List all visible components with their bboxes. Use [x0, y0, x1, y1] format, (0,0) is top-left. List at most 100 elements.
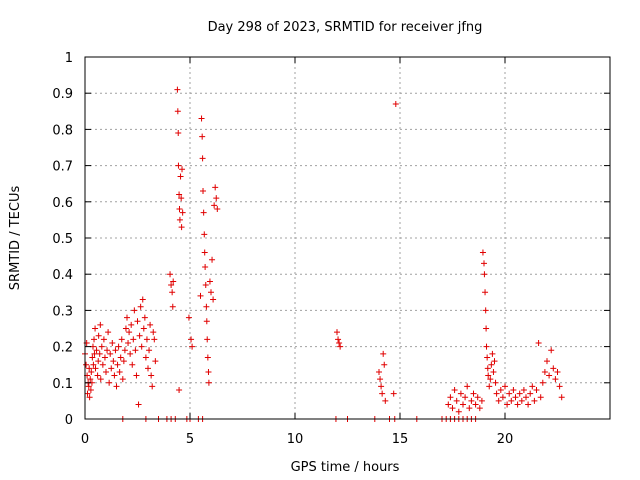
- data-point: [392, 101, 399, 108]
- data-point: [558, 394, 565, 401]
- data-point: [460, 401, 466, 408]
- data-point: [378, 383, 385, 390]
- x-tick-label: 20: [497, 432, 514, 447]
- data-point: [101, 354, 108, 361]
- data-point: [95, 332, 102, 339]
- data-point: [125, 339, 132, 346]
- data-point: [188, 336, 195, 343]
- y-tick-label: 0.9: [52, 87, 73, 102]
- y-tick-label: 0.8: [52, 123, 73, 138]
- data-point: [129, 361, 136, 368]
- chart-title: Day 298 of 2023, SRMTID for receiver jfn…: [208, 20, 483, 35]
- data-point: [92, 365, 99, 372]
- data-point: [451, 387, 458, 394]
- data-point: [514, 401, 521, 408]
- data-point: [130, 336, 137, 343]
- data-point: [146, 347, 153, 354]
- data-point: [179, 209, 186, 216]
- data-point: [206, 278, 213, 285]
- data-point: [504, 401, 511, 408]
- x-tick-label: 15: [392, 432, 409, 447]
- data-point: [211, 202, 218, 209]
- data-point: [185, 314, 192, 321]
- data-point: [148, 372, 155, 379]
- y-tick-label: 0: [65, 413, 73, 428]
- data-point: [124, 314, 130, 321]
- x-tick-label: 5: [186, 432, 194, 447]
- data-point: [445, 401, 452, 408]
- data-point: [520, 387, 527, 394]
- data-point: [201, 231, 208, 238]
- data-point: [170, 278, 177, 285]
- data-point: [204, 354, 211, 361]
- data-point: [114, 361, 121, 368]
- data-point: [214, 206, 221, 213]
- data-point: [376, 368, 382, 375]
- data-point: [177, 173, 184, 180]
- data-point: [178, 224, 185, 231]
- data-point: [178, 195, 185, 202]
- data-point: [492, 379, 499, 386]
- data-point: [202, 282, 209, 289]
- data-point: [209, 256, 216, 263]
- data-point: [203, 303, 210, 310]
- data-point: [499, 394, 506, 401]
- data-point: [541, 368, 548, 375]
- data-point: [116, 368, 123, 375]
- data-point: [120, 358, 127, 365]
- data-point: [142, 354, 149, 361]
- data-point: [112, 347, 119, 354]
- data-point: [334, 329, 340, 336]
- data-point: [205, 368, 212, 375]
- data-point: [98, 343, 105, 350]
- data-point: [213, 195, 220, 202]
- data-point: [138, 343, 145, 350]
- y-tick-label: 0.7: [52, 160, 73, 175]
- data-point: [201, 249, 208, 256]
- data-point: [87, 387, 94, 394]
- data-point: [516, 390, 523, 397]
- data-point: [128, 321, 135, 328]
- data-point: [136, 332, 143, 339]
- data-point: [208, 289, 214, 296]
- data-point: [508, 397, 515, 404]
- data-point: [100, 336, 107, 343]
- y-tick-label: 0.3: [52, 304, 73, 319]
- data-point: [205, 379, 212, 386]
- data-point: [89, 354, 96, 361]
- data-point: [167, 271, 174, 278]
- y-tick-label: 1: [65, 51, 73, 66]
- data-point: [151, 336, 158, 343]
- data-point: [200, 209, 207, 216]
- y-tick-label: 0.6: [52, 196, 73, 211]
- data-point: [179, 166, 186, 173]
- data-point: [533, 387, 540, 394]
- data-point: [525, 401, 532, 408]
- data-point: [523, 394, 529, 401]
- data-point: [486, 383, 493, 390]
- data-point: [199, 133, 206, 140]
- data-point: [472, 401, 479, 408]
- data-point: [510, 387, 517, 394]
- data-point: [134, 318, 141, 325]
- data-point: [147, 321, 154, 328]
- data-point: [382, 397, 389, 404]
- data-point: [176, 206, 183, 213]
- data-point: [485, 372, 492, 379]
- data-point: [111, 372, 118, 379]
- data-point: [512, 394, 519, 401]
- data-point: [168, 282, 175, 289]
- data-point: [484, 365, 491, 372]
- data-point: [381, 361, 388, 368]
- data-point: [212, 184, 219, 191]
- data-point: [455, 408, 462, 415]
- data-point: [104, 347, 111, 354]
- data-point: [119, 376, 126, 383]
- data-point: [118, 336, 125, 343]
- data-point: [548, 347, 555, 354]
- data-point: [176, 216, 183, 223]
- data-point: [83, 361, 90, 368]
- data-point: [489, 350, 496, 357]
- data-point: [506, 390, 513, 397]
